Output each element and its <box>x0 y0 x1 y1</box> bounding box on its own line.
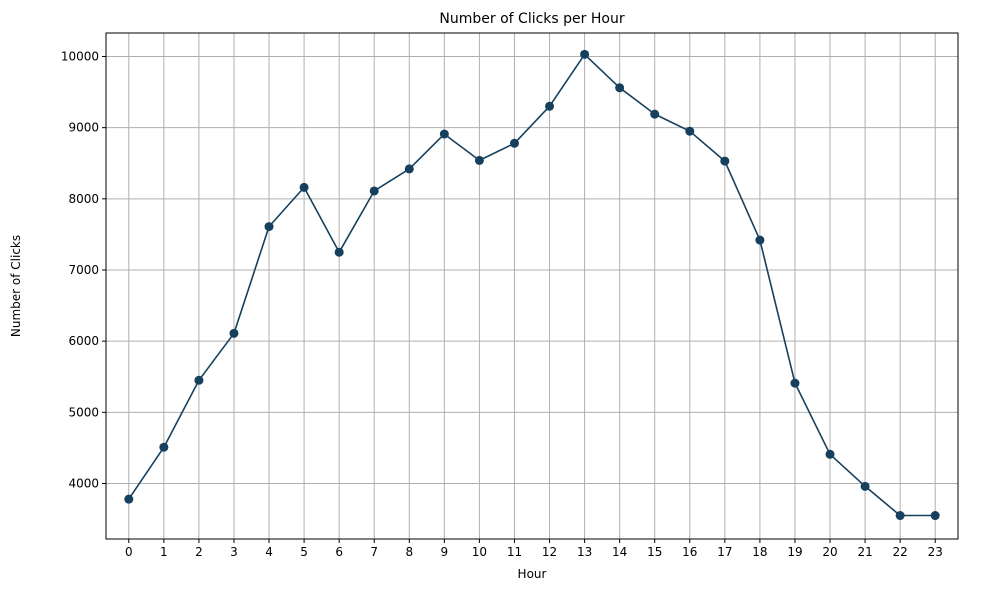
x-tick-label: 23 <box>928 545 943 559</box>
x-axis-label: Hour <box>518 567 547 581</box>
data-point <box>720 156 730 166</box>
y-axis-ticks: 4000 5000 6000 7000 8000 9000 10000 <box>61 49 106 490</box>
data-point <box>474 155 484 165</box>
data-point <box>334 247 344 257</box>
data-point <box>159 442 169 452</box>
x-tick-label: 14 <box>612 545 627 559</box>
x-tick-label: 21 <box>857 545 872 559</box>
x-tick-label: 4 <box>265 545 273 559</box>
x-tick-label: 22 <box>893 545 908 559</box>
x-tick-label: 20 <box>822 545 837 559</box>
x-tick-label: 12 <box>542 545 557 559</box>
data-point <box>124 494 134 504</box>
series-group <box>124 49 940 521</box>
data-point <box>895 511 905 521</box>
data-point <box>194 375 204 385</box>
chart-title: Number of Clicks per Hour <box>439 11 624 27</box>
plot-frame <box>105 32 959 540</box>
x-axis-ticks: 0 1 2 3 4 5 6 7 8 9 10 11 12 13 14 15 16 17 18 19 20 21 22 23 <box>125 539 943 559</box>
x-tick-label: 8 <box>405 545 413 559</box>
data-point <box>685 126 695 136</box>
x-tick-label: 0 <box>125 545 133 559</box>
x-tick-label: 16 <box>682 545 697 559</box>
data-point <box>650 109 660 119</box>
x-tick-label: 2 <box>195 545 203 559</box>
data-point <box>545 101 555 111</box>
x-tick-label: 13 <box>577 545 592 559</box>
x-tick-label: 7 <box>370 545 378 559</box>
data-point <box>790 378 800 388</box>
data-point <box>930 511 940 521</box>
y-tick-label: 10000 <box>61 49 99 63</box>
x-tick-label: 9 <box>441 545 449 559</box>
y-tick-label: 4000 <box>68 476 99 490</box>
data-point <box>615 83 625 93</box>
x-tick-label: 5 <box>300 545 308 559</box>
y-tick-label: 8000 <box>68 192 99 206</box>
x-tick-label: 10 <box>472 545 487 559</box>
data-point <box>404 164 414 174</box>
y-tick-label: 5000 <box>68 405 99 419</box>
data-point <box>299 182 309 192</box>
x-tick-label: 17 <box>717 545 732 559</box>
data-point <box>580 49 590 59</box>
data-point <box>755 235 765 245</box>
data-point <box>439 129 449 139</box>
x-tick-label: 18 <box>752 545 767 559</box>
x-tick-label: 1 <box>160 545 168 559</box>
y-tick-label: 9000 <box>68 121 99 135</box>
grid-lines <box>106 33 958 539</box>
x-tick-label: 19 <box>787 545 802 559</box>
data-point <box>264 222 274 232</box>
data-point <box>825 449 835 459</box>
x-tick-label: 15 <box>647 545 662 559</box>
series-line <box>128 53 936 517</box>
data-point <box>229 328 239 338</box>
x-tick-label: 3 <box>230 545 238 559</box>
y-tick-label: 6000 <box>68 334 99 348</box>
data-point <box>860 481 870 491</box>
data-point <box>509 138 519 148</box>
x-tick-label: 6 <box>335 545 343 559</box>
x-tick-label: 11 <box>507 545 522 559</box>
y-tick-label: 7000 <box>68 263 99 277</box>
y-axis-label: Number of Clicks <box>9 235 23 337</box>
data-point <box>369 186 379 196</box>
